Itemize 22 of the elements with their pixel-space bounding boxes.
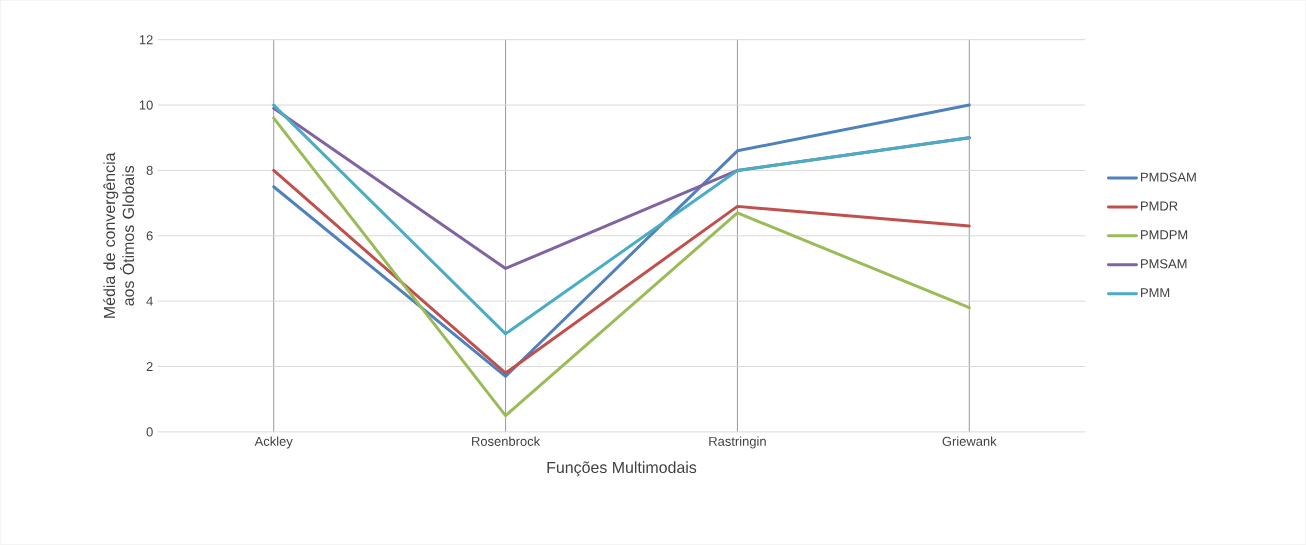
y-tick-label: 12 (139, 35, 153, 45)
x-tick-label: Rosenbrock (472, 436, 541, 447)
x-tick-label: Ackley (254, 436, 293, 449)
y-tick-label: 6 (146, 231, 153, 241)
y-tick-label: 0 (146, 427, 153, 437)
line-series (272, 116, 971, 418)
y-tick-label: 8 (146, 166, 153, 176)
line-series (272, 103, 971, 336)
y-tick-label: 2 (146, 362, 153, 372)
legend-label: PMDR (1141, 201, 1178, 211)
y-axis-title: Média de convergência aos Ótimos Globais (103, 152, 135, 318)
legend-label: PMDPM (1141, 230, 1188, 240)
x-tick-label: Rastringin (709, 436, 766, 449)
legend-label: PMSAM (1141, 259, 1187, 269)
line-series (272, 103, 971, 378)
x-axis-title: Funções Multimodais (547, 461, 697, 477)
y-tick-label: 4 (146, 296, 153, 306)
x-tick-label: Griewank (942, 436, 997, 447)
y-tick-label: 10 (139, 100, 153, 110)
legend-label: PMDSAM (1141, 172, 1196, 182)
line-series (272, 169, 971, 375)
legend-label: PMM (1141, 288, 1170, 298)
